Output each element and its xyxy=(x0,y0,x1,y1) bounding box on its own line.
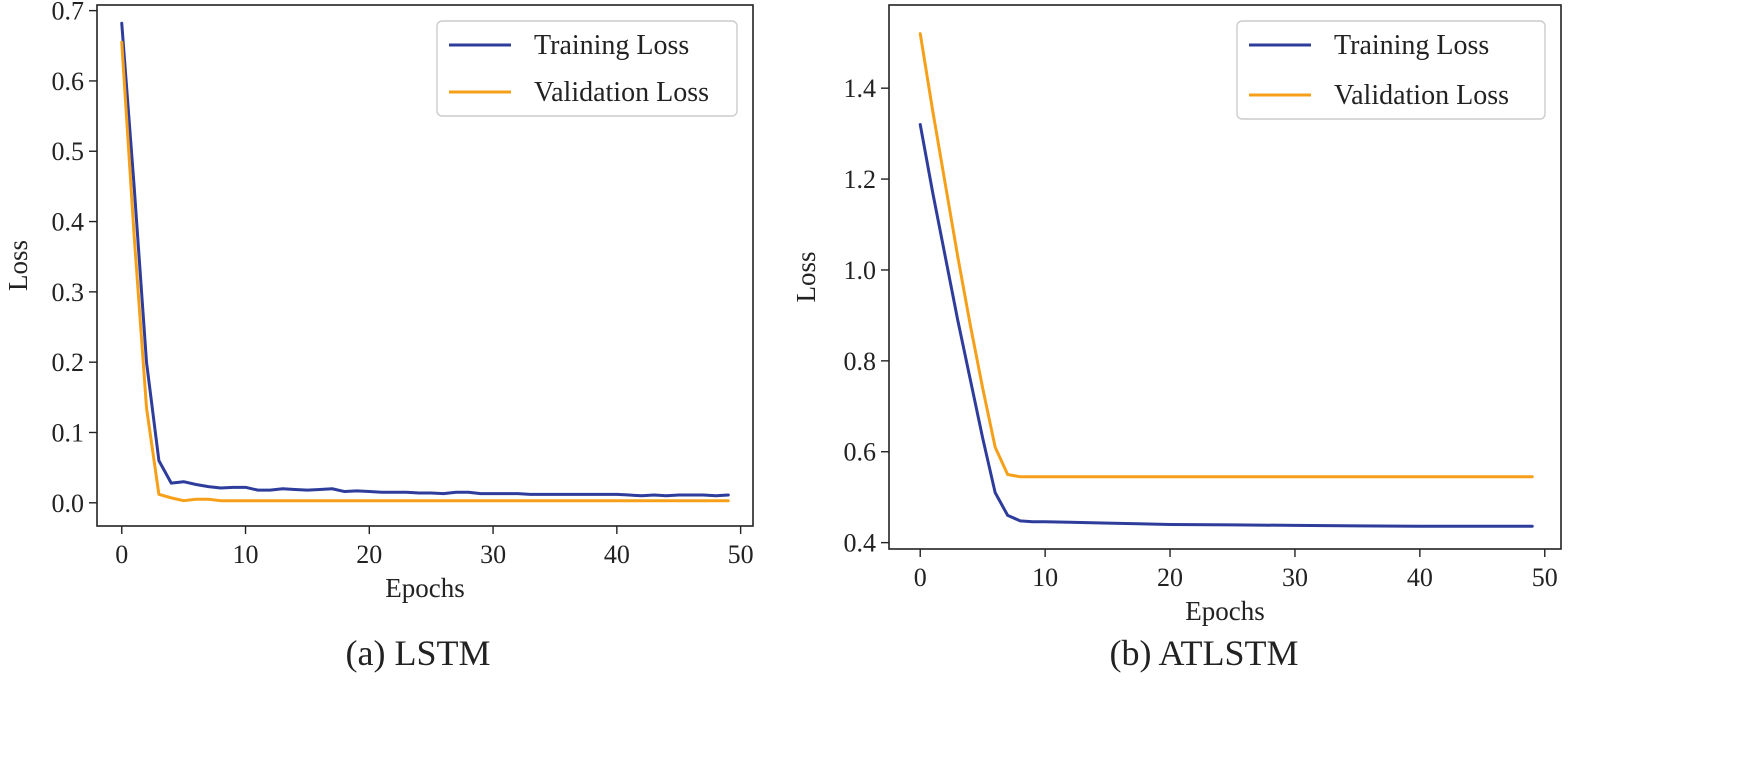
atlstm-x-tick-label: 40 xyxy=(1407,563,1433,592)
atlstm-y-axis-label: Loss xyxy=(791,251,821,302)
atlstm-series-training-line xyxy=(918,123,1534,528)
lstm-chart: 0 10 20 30 40 50 0.0 0.1 0.2 0.3 0.4 0.5 0.6 0.7 Epoch… xyxy=(3,0,754,673)
lstm-legend-label-validation: Validation Loss xyxy=(534,77,709,108)
atlstm-y-tick-label: 1.2 xyxy=(844,165,877,194)
lstm-y-tick-label: 0.3 xyxy=(52,278,85,307)
atlstm-y-tick-label: 0.4 xyxy=(844,529,877,558)
atlstm-x-tick-label: 20 xyxy=(1157,563,1183,592)
lstm-series-training-line xyxy=(120,21,730,498)
atlstm-x-axis-label: Epochs xyxy=(1185,596,1264,626)
lstm-series-validation-line xyxy=(120,40,730,503)
lstm-y-tick-label: 0.5 xyxy=(52,137,85,166)
lstm-legend: Training Loss Validation Loss xyxy=(436,20,738,117)
lstm-y-axis-label: Loss xyxy=(3,240,33,291)
atlstm-y-tick-label: 1.4 xyxy=(844,74,877,103)
atlstm-legend-box xyxy=(1236,20,1546,120)
lstm-x-tick-label: 50 xyxy=(728,540,754,569)
atlstm-x-tick-label: 10 xyxy=(1032,563,1058,592)
atlstm-series-validation-line xyxy=(918,32,1534,479)
atlstm-caption: (b) ATLSTM xyxy=(1110,633,1299,673)
lstm-caption: (a) LSTM xyxy=(346,633,491,673)
atlstm-x-tick-label: 50 xyxy=(1532,563,1558,592)
atlstm-legend: Training Loss Validation Loss xyxy=(1236,20,1546,120)
lstm-y-tick-label: 0.1 xyxy=(52,418,85,447)
atlstm-legend-label-validation: Validation Loss xyxy=(1334,80,1509,111)
atlstm-plot-frame xyxy=(888,4,1562,550)
atlstm-chart: 0 10 20 30 40 50 0.4 0.6 0.8 1.0 1.2 1.4 Epochs Loss T… xyxy=(791,4,1562,673)
lstm-x-tick-label: 40 xyxy=(604,540,630,569)
atlstm-y-tick-label: 0.6 xyxy=(844,438,877,467)
lstm-plot-frame xyxy=(96,4,754,527)
atlstm-legend-label-training: Training Loss xyxy=(1334,30,1489,61)
lstm-y-tick-label: 0.2 xyxy=(52,348,85,377)
atlstm-y-tick-label: 0.8 xyxy=(844,347,877,376)
lstm-y-tick-label: 0.7 xyxy=(52,0,85,26)
lstm-x-tick-label: 0 xyxy=(115,540,128,569)
lstm-x-tick-label: 20 xyxy=(356,540,382,569)
lstm-legend-box xyxy=(436,20,738,117)
lstm-y-tick-label: 0.0 xyxy=(52,489,85,518)
atlstm-x-tick-label: 30 xyxy=(1282,563,1308,592)
lstm-y-tick-label: 0.4 xyxy=(52,208,85,237)
atlstm-x-tick-label: 0 xyxy=(914,563,927,592)
atlstm-y-tick-label: 1.0 xyxy=(844,256,877,285)
lstm-x-tick-label: 30 xyxy=(480,540,506,569)
lstm-y-tick-label: 0.6 xyxy=(52,67,85,96)
lstm-legend-label-training: Training Loss xyxy=(534,30,689,61)
lstm-x-axis-label: Epochs xyxy=(385,573,464,603)
lstm-x-tick-label: 10 xyxy=(233,540,259,569)
